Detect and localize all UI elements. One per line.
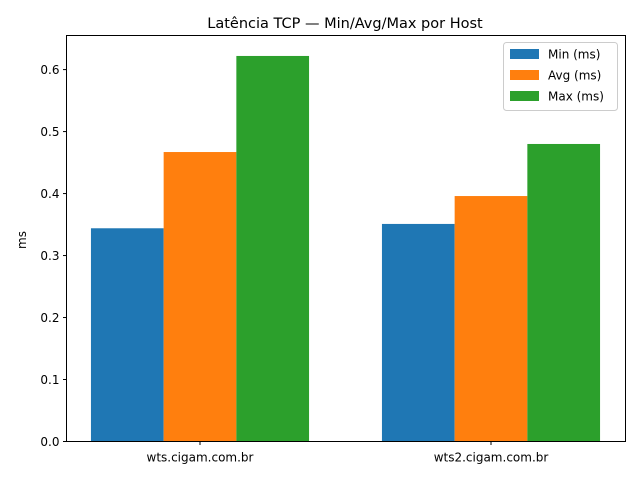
x-tick-label: wts.cigam.com.br — [147, 451, 254, 465]
legend-label: Max (ms) — [548, 89, 604, 103]
y-tick-label: 0.2 — [40, 311, 59, 325]
y-tick-label: 0.4 — [40, 187, 59, 201]
bar — [236, 55, 310, 442]
bar — [381, 223, 455, 442]
y-tick-label: 0.0 — [40, 435, 59, 449]
bar — [163, 152, 237, 442]
bars-group — [90, 55, 601, 442]
y-tick-label: 0.3 — [40, 249, 59, 263]
y-tick-label: 0.1 — [40, 373, 59, 387]
legend: Min (ms) Avg (ms) Max (ms) — [503, 42, 618, 111]
legend-label: Avg (ms) — [548, 68, 601, 82]
chart-title: Latência TCP — Min/Avg/Max por Host — [207, 16, 483, 32]
x-axis: wts.cigam.com.br wts2.cigam.com.br — [147, 441, 549, 465]
x-tick-label: wts2.cigam.com.br — [434, 451, 549, 465]
legend-label: Min (ms) — [548, 47, 600, 61]
bar — [90, 228, 164, 442]
bar — [454, 196, 528, 442]
legend-swatch — [510, 91, 539, 101]
y-axis: 0.0 0.1 0.2 0.3 0.4 0.5 0.6 — [40, 63, 67, 449]
y-axis-label: ms — [15, 231, 29, 249]
legend-swatch — [510, 70, 539, 80]
y-tick-label: 0.5 — [40, 125, 59, 139]
legend-swatch — [510, 49, 539, 59]
plot-frame — [66, 35, 626, 442]
y-tick-label: 0.6 — [40, 63, 59, 77]
bar — [527, 143, 601, 442]
